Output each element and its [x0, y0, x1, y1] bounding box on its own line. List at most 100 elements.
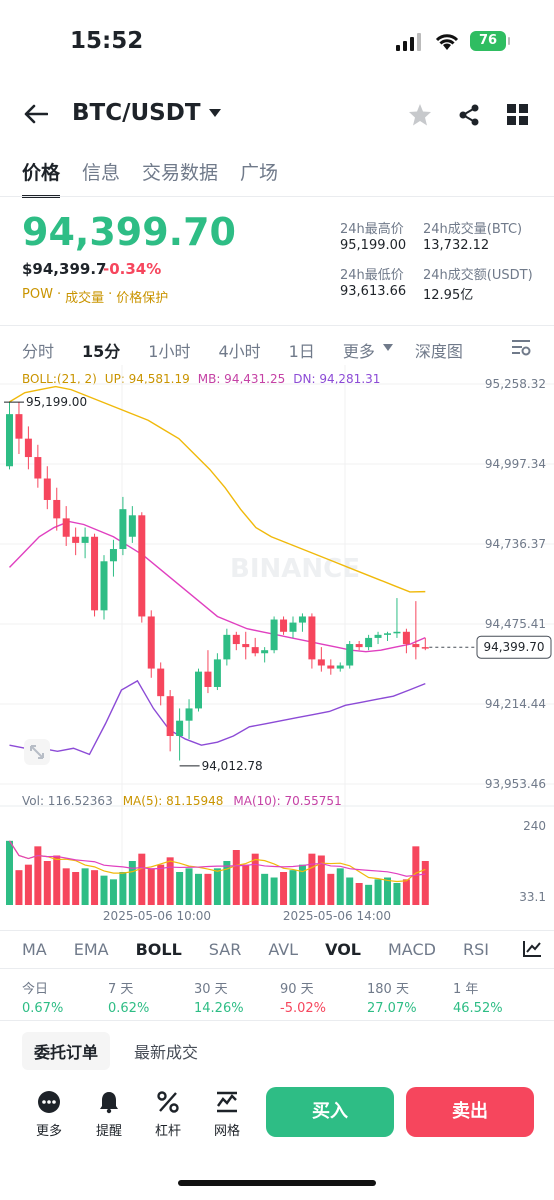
candle-body [24, 438, 32, 458]
interval-1h[interactable]: 1小时 [148, 342, 191, 361]
volume-bar [289, 870, 297, 905]
volume-bar [72, 872, 80, 905]
indicator-divider [0, 930, 554, 931]
back-arrow-icon[interactable] [24, 104, 48, 124]
sell-button[interactable]: 卖出 [406, 1087, 534, 1137]
usd-price: $94,399.7 [22, 260, 107, 278]
candle-body [242, 644, 250, 648]
ind-vol[interactable]: VOL [325, 940, 361, 959]
chart-settings-icon[interactable] [511, 339, 531, 357]
ind-ema[interactable]: EMA [73, 940, 109, 959]
ind-ma[interactable]: MA [22, 940, 47, 959]
interval-more[interactable]: 更多 [342, 342, 375, 361]
share-icon[interactable] [457, 103, 481, 127]
candle-body [15, 414, 23, 439]
candle-body [81, 536, 89, 543]
alert-label: 提醒 [95, 1124, 122, 1139]
candle-body [317, 659, 325, 666]
volume-bar [327, 873, 335, 905]
candle-body [157, 668, 165, 697]
perf-today-value: 0.67% [22, 1001, 64, 1016]
volume-bar [336, 868, 344, 905]
tab-orders[interactable]: 委托订单 [22, 1032, 111, 1070]
volume-bar [138, 853, 146, 905]
volume-bar [24, 864, 32, 905]
more-button[interactable]: 更多 [26, 1090, 72, 1139]
ind-boll[interactable]: BOLL [135, 940, 182, 959]
grid-button[interactable]: 网格 [204, 1090, 250, 1139]
volume-bar [91, 870, 99, 905]
tag-list: POW · 成交量 · 价格保护 [22, 287, 169, 306]
volume-bar [195, 873, 202, 905]
perf-1y-value: 46.52% [453, 1001, 503, 1016]
ind-sar[interactable]: SAR [208, 940, 242, 959]
leverage-button[interactable]: 杠杆 [145, 1090, 191, 1139]
star-icon[interactable] [408, 103, 432, 127]
tag-price-protection[interactable]: 价格保护 [116, 291, 169, 306]
interval-4h[interactable]: 4小时 [218, 342, 261, 361]
candle-body [147, 616, 155, 669]
perf-divider [0, 1020, 554, 1021]
interval-1d[interactable]: 1日 [288, 342, 315, 361]
volume-bar [280, 872, 288, 905]
candle-body [261, 650, 269, 654]
caret-down-icon[interactable] [208, 108, 222, 118]
buy-button[interactable]: 买入 [266, 1087, 394, 1137]
vol-btc-value: 13,732.12 [423, 238, 490, 253]
tabs-divider [0, 196, 554, 197]
perf-today: 今日 0.67% [22, 978, 63, 1016]
volume-bar [62, 868, 70, 905]
perf-90d-label: 90 天 [280, 982, 314, 997]
x-tick-label: 2025-05-06 14:00 [283, 909, 391, 923]
candle-body [6, 414, 13, 467]
candle-body [393, 631, 401, 634]
vol-usdt-value: 12.95亿 [423, 288, 474, 303]
expand-icon [30, 745, 44, 759]
candle-body [100, 561, 108, 611]
volume-bar [147, 868, 155, 905]
alert-button[interactable]: 提醒 [86, 1090, 132, 1139]
tab-trading-data[interactable]: 交易数据 [142, 162, 219, 184]
candle-body [204, 671, 212, 687]
tag-volume[interactable]: 成交量 [65, 291, 105, 306]
tab-square[interactable]: 广场 [240, 162, 279, 184]
perf-90d-value: -5.02% [280, 1001, 326, 1016]
vol-ma5: MA(5): 81.15948 [122, 794, 224, 808]
interval-15m[interactable]: 15分 [82, 342, 121, 361]
grid-menu-icon[interactable] [507, 104, 529, 126]
volume-bar [100, 875, 108, 905]
leverage-label: 杠杆 [154, 1124, 181, 1139]
boll-dn-line [9, 679, 426, 756]
volume-bar [261, 873, 269, 905]
perf-1y: 1 年 46.52% [453, 978, 503, 1016]
volume-bar [6, 840, 13, 905]
tag-pow[interactable]: POW [22, 287, 53, 302]
volume-bar [242, 864, 250, 905]
tab-info[interactable]: 信息 [82, 162, 121, 184]
volume-bar [298, 864, 306, 905]
candle-body [119, 509, 127, 550]
perf-30d: 30 天 14.26% [194, 978, 244, 1016]
price-change: -0.34% [103, 260, 162, 278]
tab-latest-trades[interactable]: 最新成交 [134, 1043, 199, 1062]
candle-body [72, 536, 80, 543]
ind-macd[interactable]: MACD [388, 940, 436, 959]
vol-value: Vol: 116.52363 [22, 794, 113, 808]
indicator-chart-icon[interactable] [522, 940, 542, 958]
candle-body [109, 549, 117, 562]
pair-title[interactable]: BTC/USDT [72, 100, 201, 126]
interval-depth[interactable]: 深度图 [414, 342, 463, 361]
candle-body [138, 515, 146, 617]
more-caret-icon[interactable] [382, 344, 393, 351]
tab-price[interactable]: 价格 [22, 158, 61, 198]
boll-mb-value: MB: 94,431.25 [197, 372, 286, 386]
candle-body [280, 619, 288, 632]
interval-line[interactable]: 分时 [22, 342, 55, 361]
ind-avl[interactable]: AVL [268, 940, 299, 959]
candle-body [308, 616, 316, 660]
boll-legend: BOLL:(21, 2) UP: 94,581.19 MB: 94,431.25… [22, 372, 380, 386]
volume-bar [251, 853, 259, 905]
kline-chart[interactable]: BINANCE 95,258.32 94,997.34 94,736.37 94,475… [0, 365, 554, 935]
low-value: 93,613.66 [340, 284, 407, 299]
ind-rsi[interactable]: RSI [462, 940, 489, 959]
